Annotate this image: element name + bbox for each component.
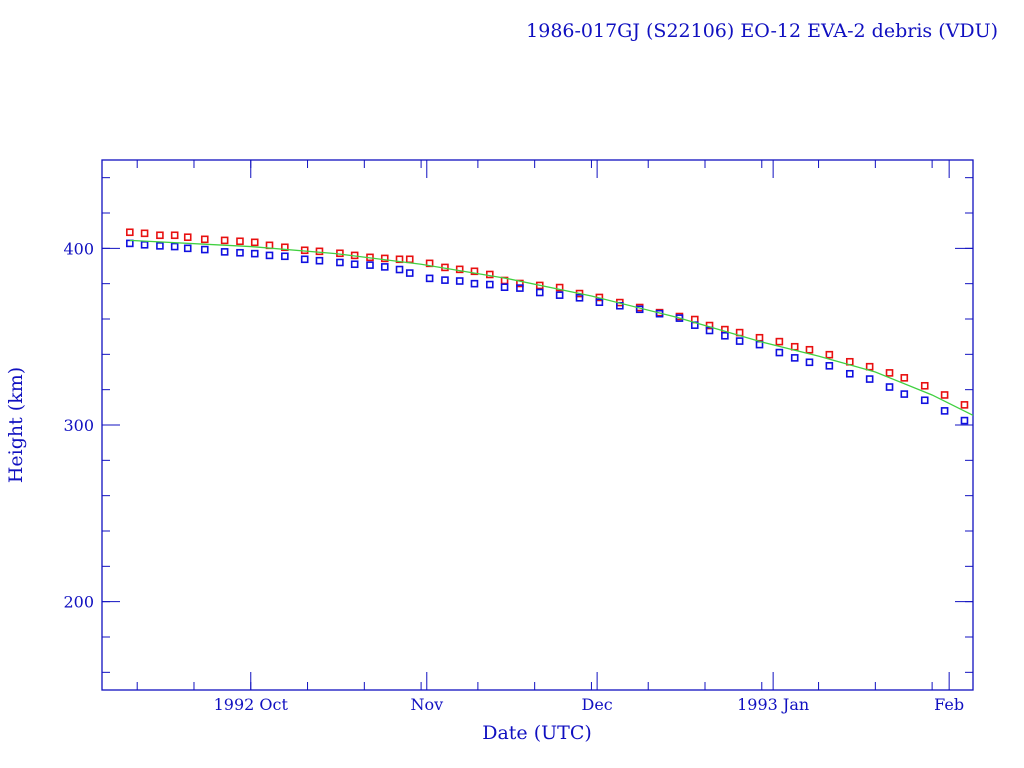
apogee-point [900, 374, 909, 382]
perigee-point [405, 269, 414, 277]
x-tick-label: 1992 Oct [214, 695, 289, 714]
apogee-point [380, 254, 389, 263]
apogee-point [315, 247, 324, 256]
perigee-point [940, 407, 949, 415]
perigee-point [183, 244, 192, 253]
perigee-point [825, 362, 834, 370]
perigee-point [960, 416, 969, 425]
plot-frame [101, 159, 974, 691]
perigee-point [735, 337, 744, 345]
perigee-point [805, 358, 814, 367]
perigee-point [265, 251, 274, 260]
y-tick-label: 300 [63, 416, 94, 435]
x-axis-label: Date (UTC) [482, 722, 592, 744]
perigee-point [315, 256, 324, 265]
perigee-point [336, 258, 344, 267]
perigee-point [395, 265, 404, 274]
perigee-point [140, 241, 149, 249]
y-tick-label: 400 [63, 239, 94, 258]
perigee-point [380, 263, 389, 271]
apogee-point [940, 391, 949, 399]
perigee-point [535, 288, 544, 297]
apogee-point [516, 279, 524, 288]
fit-line [129, 239, 974, 416]
apogee-point [555, 283, 564, 292]
perigee-point [845, 369, 854, 378]
perigee-point [900, 390, 909, 398]
y-tick-label: 200 [63, 593, 94, 612]
perigee-point [721, 331, 729, 340]
perigee-point [885, 383, 894, 391]
apogee-point [865, 362, 874, 371]
perigee-point [350, 260, 359, 269]
apogee-point [200, 235, 209, 244]
perigee-point [126, 239, 134, 248]
apogee-point [140, 229, 149, 238]
apogee-point [825, 350, 834, 359]
chart-title: 1986-017GJ (S22106) EO-12 EVA-2 debris (… [526, 20, 998, 42]
perigee-point [366, 261, 374, 269]
apogee-point [805, 345, 814, 354]
apogee-point [126, 228, 134, 237]
perigee-point [200, 245, 209, 254]
apogee-point [236, 237, 244, 246]
perigee-point [675, 314, 684, 322]
perigee-point [516, 284, 524, 292]
apogee-point [281, 243, 289, 252]
apogee-point [220, 236, 229, 245]
perigee-point [486, 280, 494, 289]
apogee-point [885, 369, 894, 377]
apogee-point [156, 231, 164, 240]
x-tick-label: Nov [410, 695, 443, 714]
apogee-point [470, 267, 479, 276]
perigee-point [281, 252, 289, 261]
perigee-point [865, 375, 874, 383]
perigee-point [595, 298, 604, 307]
perigee-point [500, 283, 509, 292]
x-tick-label: Feb [934, 695, 964, 714]
x-tick-label: 1993 Jan [737, 695, 809, 714]
perigee-point [236, 248, 244, 257]
apogee-point [170, 231, 179, 240]
perigee-point [425, 274, 434, 283]
perigee-point [575, 293, 584, 302]
perigee-point [555, 291, 564, 299]
perigee-point [300, 255, 309, 264]
perigee-point [455, 277, 464, 285]
perigee-point [775, 348, 784, 357]
perigee-point [470, 279, 479, 288]
apogee-point [425, 259, 434, 268]
apogee-point [250, 238, 259, 247]
perigee-point [170, 242, 179, 251]
y-axis-label: Height (km) [5, 367, 27, 483]
apogee-point [755, 333, 764, 342]
apogee-point [455, 265, 464, 274]
apogee-point [405, 255, 414, 264]
apogee-point [920, 381, 929, 390]
x-tick-label: Dec [581, 695, 612, 714]
apogee-point [960, 401, 969, 409]
perigee-point [250, 249, 259, 258]
apogee-point [775, 337, 784, 346]
apogee-point [790, 342, 799, 351]
apogee-point [395, 255, 404, 264]
perigee-point [920, 396, 929, 405]
perigee-point [156, 242, 164, 250]
perigee-point [790, 354, 799, 362]
apogee-point [183, 233, 192, 242]
perigee-point [441, 276, 449, 284]
perigee-point [220, 248, 229, 256]
perigee-point [705, 326, 714, 335]
